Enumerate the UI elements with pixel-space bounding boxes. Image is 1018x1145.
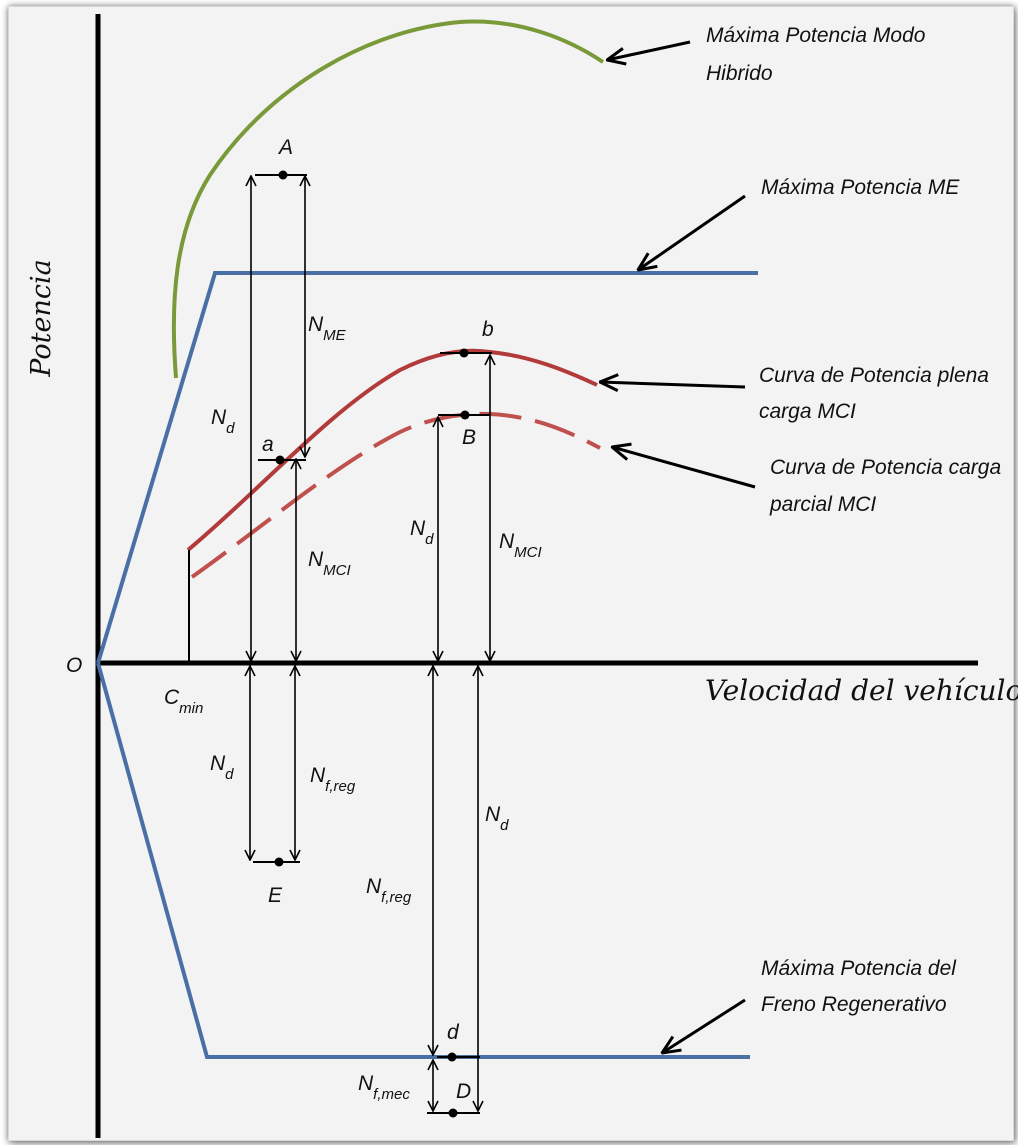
point-E-label: E [268,884,283,907]
nd-label-lower-right: Nd [485,803,509,834]
cmin-label: Cmin [164,686,203,717]
diagram-frame [8,6,1014,1141]
point-a-label: a [262,433,274,456]
mci-partial-load-curve [190,411,601,579]
x-axis-label: Velocidad del vehículo [705,674,1018,707]
nd-label-upper-right: Nd [410,517,434,548]
point-d-label: d [447,1021,460,1044]
regen-callout-line1: Máxima Potencia del [761,957,957,980]
regen-callout-line2: Freno Regenerativo [761,993,947,1016]
regen-callout-arrow [662,998,746,1053]
point-B-dot [460,410,470,420]
point-E-dot [274,857,284,867]
point-d-dot [447,1052,457,1062]
partial-load-callout-line1: Curva de Potencia carga [770,456,1001,479]
point-b-dot [459,348,469,358]
origin-label: O [66,654,82,677]
nd-label-upper-left: Nd [211,406,235,437]
full-load-callout-line1: Curva de Potencia plena [759,364,989,387]
nmci-label-left: NMCI [308,548,351,579]
hybrid-callout-line2: Hibrido [706,62,773,85]
partial-load-callout-line2: parcial MCI [769,493,876,516]
nme-label: NME [308,313,347,344]
nmci-label-right: NMCI [499,530,542,561]
point-A-dot [278,170,288,180]
partial-load-callout-arrow [612,447,756,489]
nfmec-label: Nf,mec [358,1072,410,1103]
nfreg-label-right: Nf,reg [366,875,412,906]
y-axis-label: Potencia [26,259,57,377]
full-load-callout-arrow [600,382,746,387]
point-A-label: A [277,136,293,159]
hybrid-callout-line1: Máxima Potencia Modo [706,24,926,47]
hybrid-callout-arrow [607,40,691,60]
me-callout-arrow [638,194,746,270]
point-b-label: b [482,318,494,341]
full-load-callout-line2: carga MCI [759,400,856,423]
regen-brake-max-power-line [96,662,750,1059]
point-D-dot [448,1108,458,1118]
nd-label-lower-left: Nd [210,752,234,783]
hybrid-max-power-curve [171,19,605,379]
point-a-dot [275,455,285,465]
me-max-power-line [96,271,758,664]
me-callout-line1: Máxima Potencia ME [761,176,960,199]
point-D-label: D [456,1080,471,1103]
point-B-label: B [462,426,476,449]
mci-full-load-curve [186,348,598,552]
nfreg-label-left: Nf,reg [310,764,356,795]
